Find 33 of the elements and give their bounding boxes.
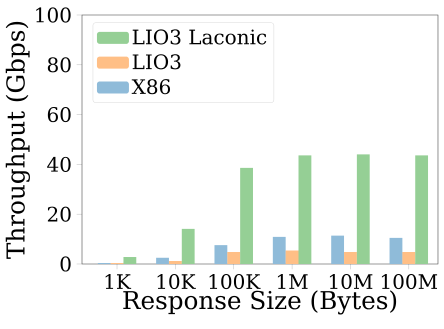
bar bbox=[415, 155, 428, 264]
bar bbox=[240, 168, 253, 264]
x-tick-label: 10M bbox=[330, 274, 372, 290]
bar bbox=[344, 252, 357, 264]
bar bbox=[356, 154, 370, 264]
legend-label: X86 bbox=[132, 79, 170, 94]
x-tick-label: 100K bbox=[210, 274, 261, 290]
bar bbox=[331, 236, 344, 264]
bar bbox=[227, 252, 240, 264]
bar bbox=[182, 228, 195, 264]
y-axis-title: Throughput (Gbps) bbox=[6, 22, 30, 259]
bar bbox=[272, 236, 286, 264]
x-axis-title: Response Size (Bytes) bbox=[123, 290, 396, 315]
x-tick-label: 100M bbox=[382, 274, 438, 290]
x-tick-label: 1M bbox=[278, 274, 308, 289]
x-tick-label: 1K bbox=[106, 274, 132, 289]
bar bbox=[286, 250, 299, 264]
y-tick-label: 0 bbox=[60, 256, 71, 272]
y-tick-label: 80 bbox=[48, 57, 71, 72]
legend-label: LIO3 Laconic bbox=[132, 29, 266, 45]
bar bbox=[402, 252, 416, 264]
y-tick-label: 20 bbox=[48, 206, 71, 222]
x-tick-label: 10K bbox=[158, 274, 196, 290]
bar bbox=[390, 238, 402, 264]
bar bbox=[123, 257, 136, 264]
bar bbox=[214, 245, 228, 264]
bar bbox=[168, 261, 182, 264]
y-tick-label: 60 bbox=[48, 107, 71, 122]
bar bbox=[156, 258, 169, 264]
bar bbox=[298, 155, 312, 264]
y-tick-label: 40 bbox=[47, 156, 71, 172]
y-tick-label: 100 bbox=[36, 7, 71, 23]
legend-label: LIO3 bbox=[132, 54, 180, 70]
